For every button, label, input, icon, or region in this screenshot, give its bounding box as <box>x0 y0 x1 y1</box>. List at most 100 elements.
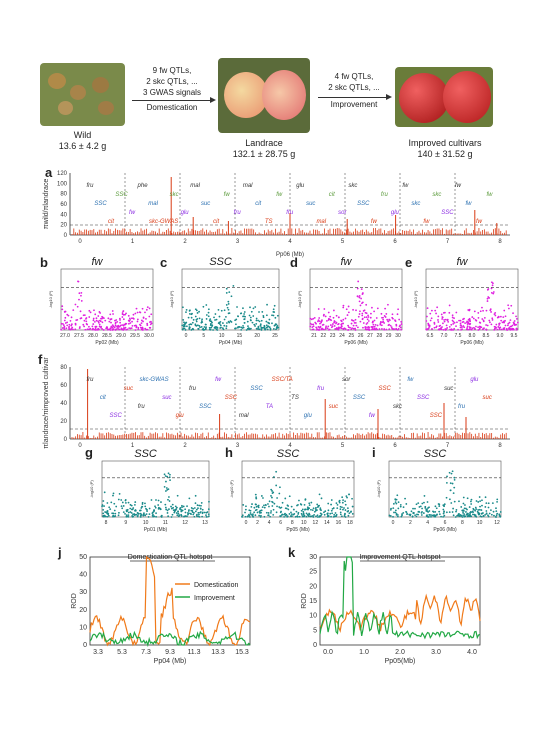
x-tick-label: 25 <box>272 333 278 339</box>
data-point <box>124 313 127 316</box>
data-point <box>272 327 275 330</box>
panel-e-plot: fw -log10 (P) 6.5 7.0 7.5 8.0 8.5 9.0 9.5 Pp06 (M… <box>413 256 519 346</box>
data-point <box>348 512 351 515</box>
data-point <box>201 515 204 518</box>
data-point <box>352 327 355 330</box>
data-point <box>500 328 503 331</box>
data-point <box>351 512 354 515</box>
data-point <box>365 323 368 325</box>
data-point <box>341 506 343 509</box>
data-point <box>413 512 415 514</box>
data-point <box>242 504 245 506</box>
data-point <box>318 493 321 496</box>
data-point <box>199 326 201 329</box>
data-point <box>327 328 330 331</box>
data-point <box>255 327 258 330</box>
data-point <box>244 508 247 511</box>
data-point <box>138 323 141 326</box>
data-point <box>495 514 498 517</box>
data-point <box>307 515 310 518</box>
y-axis-label: -log10 (P) <box>413 290 418 308</box>
data-point <box>329 318 332 321</box>
data-point <box>284 497 287 500</box>
data-point <box>137 514 139 517</box>
annotation-label: cit <box>108 219 114 225</box>
data-point <box>64 316 67 319</box>
domestication-line-1: 9 fw QTLs, <box>152 66 192 75</box>
data-point <box>273 502 276 505</box>
data-point <box>140 319 143 322</box>
data-point <box>327 325 330 328</box>
data-point <box>149 323 152 326</box>
data-point <box>485 512 488 515</box>
data-point <box>414 514 416 516</box>
data-point <box>504 324 507 327</box>
data-point <box>226 322 228 324</box>
annotation-label: suc <box>444 386 453 392</box>
x-tick-label: 6 <box>279 520 282 526</box>
data-point <box>448 498 451 501</box>
x-tick-label: 7.3 <box>141 649 151 656</box>
data-point <box>420 514 423 516</box>
data-point <box>468 506 471 508</box>
data-point <box>189 512 192 515</box>
data-point <box>223 324 226 327</box>
annotation-label: SSC <box>199 404 212 410</box>
data-point <box>65 327 68 330</box>
data-point <box>194 315 197 318</box>
data-point <box>77 280 80 283</box>
x-tick-label: 7 <box>446 239 450 245</box>
panel-d-label: d <box>290 255 298 270</box>
data-point <box>168 496 170 498</box>
y-tick-label: 25 <box>309 569 317 576</box>
data-point <box>260 329 263 331</box>
data-point <box>85 320 88 323</box>
data-point <box>381 328 383 330</box>
data-point <box>157 507 160 510</box>
data-point <box>327 317 330 320</box>
x-axis-label: Pp01 (Mb) <box>144 527 168 533</box>
data-point <box>464 322 467 324</box>
data-point <box>477 326 480 329</box>
data-point <box>136 318 139 321</box>
data-point <box>209 324 212 327</box>
data-point <box>484 513 487 516</box>
data-point <box>431 328 433 331</box>
data-point <box>385 328 388 331</box>
data-point <box>438 505 441 507</box>
x-tick-label: 8 <box>105 520 108 526</box>
data-point <box>167 488 170 491</box>
data-point <box>228 321 231 324</box>
data-point <box>361 293 364 295</box>
data-point <box>139 514 142 517</box>
data-point <box>322 323 325 326</box>
x-tick-label: 2 <box>256 520 259 526</box>
data-point <box>111 326 114 329</box>
data-point <box>312 323 315 326</box>
data-point <box>426 315 428 318</box>
data-point <box>453 321 456 324</box>
data-point <box>452 492 455 495</box>
data-point <box>427 323 430 325</box>
y-tick-label: 10 <box>309 613 317 620</box>
y-tick-label: 80 <box>60 365 67 371</box>
data-point <box>330 509 333 512</box>
data-point <box>191 321 194 324</box>
data-point <box>469 513 472 515</box>
data-point <box>63 319 66 322</box>
data-point <box>272 508 275 511</box>
x-tick-label: 6.5 <box>427 333 434 339</box>
data-point <box>268 326 271 329</box>
data-point <box>304 508 306 511</box>
data-point <box>441 326 443 328</box>
data-point <box>481 504 483 507</box>
data-point <box>290 513 293 516</box>
data-point <box>114 319 116 322</box>
data-point <box>300 512 303 515</box>
x-tick-label: 8 <box>498 239 502 245</box>
data-point <box>426 328 428 331</box>
data-point <box>510 304 513 307</box>
data-point <box>250 319 252 322</box>
stage-wild-weight: 13.6 ± 4.2 g <box>58 141 107 151</box>
data-point <box>312 507 315 510</box>
